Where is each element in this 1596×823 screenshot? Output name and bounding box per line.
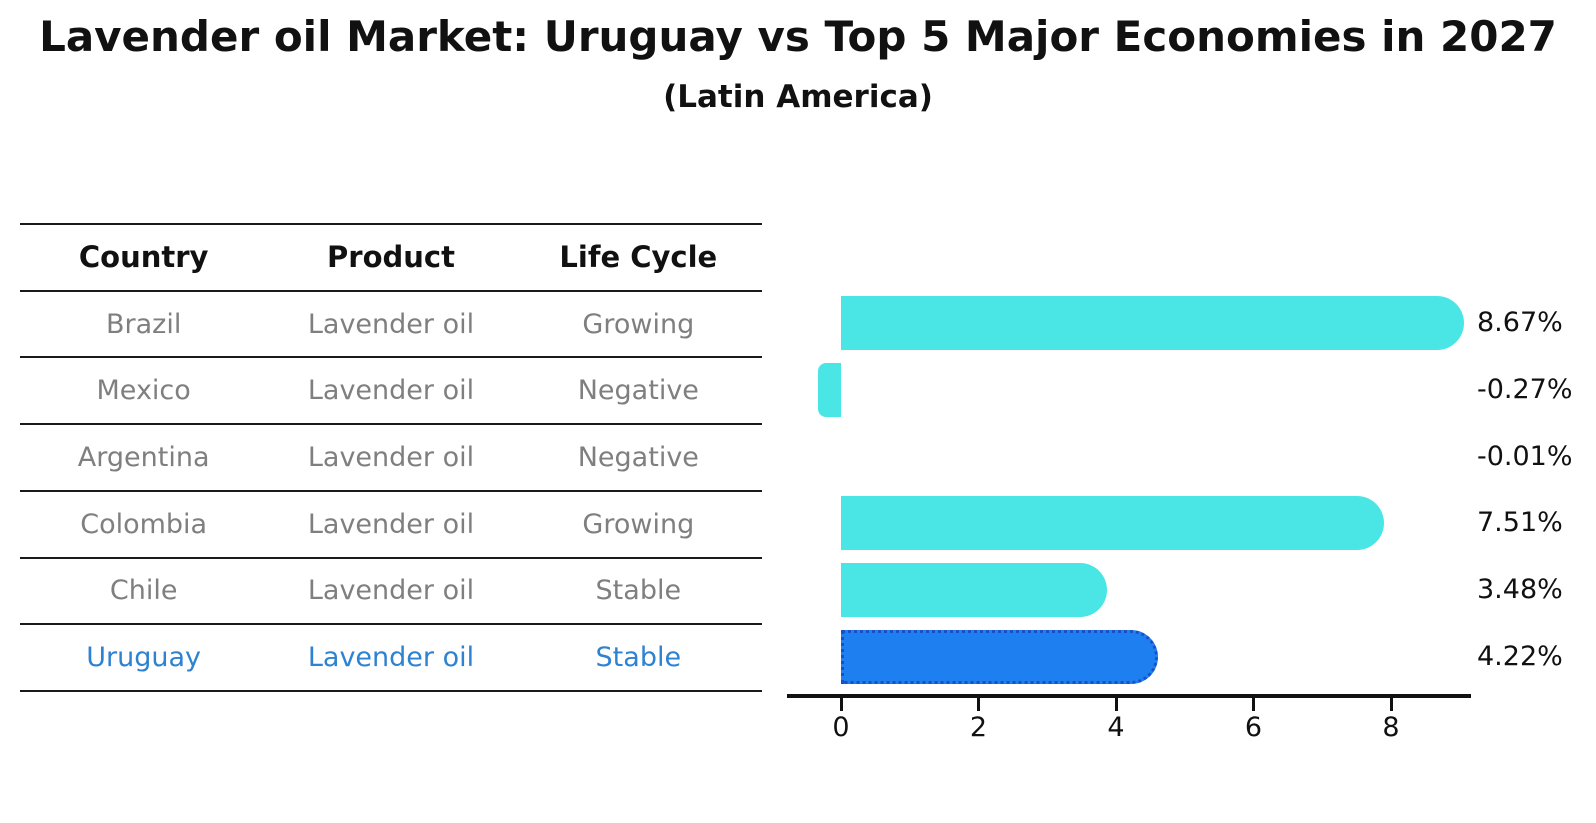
table-cell-product: Lavender oil — [307, 375, 475, 407]
x-axis-tick — [839, 698, 843, 711]
bar-mexico — [818, 362, 841, 417]
bar-value-label-chile: 3.48% — [1477, 573, 1563, 605]
chart-subtitle: (Latin America) — [663, 79, 933, 115]
table-row-colombia: Colombia Lavender oil Growing — [20, 489, 762, 557]
x-axis-tick-label: 0 — [832, 712, 850, 743]
bar-value-label-argentina: -0.01% — [1477, 440, 1573, 472]
summary-table: Country Product Life Cycle Brazil Lavend… — [20, 223, 762, 692]
table-header-lifecycle: Life Cycle — [559, 239, 718, 274]
table-cell-country: Argentina — [77, 442, 210, 474]
bar-value-label-colombia: 7.51% — [1477, 507, 1563, 539]
table-cell-lifecycle: Growing — [582, 308, 695, 340]
x-axis-tick — [1389, 698, 1393, 711]
x-axis-tick — [977, 698, 980, 711]
table-cell-product: Lavender oil — [307, 642, 475, 674]
bar-value-label-uruguay: 4.22% — [1477, 640, 1563, 672]
table-cell-country: Brazil — [105, 308, 182, 340]
table-row-chile: Chile Lavender oil Stable — [20, 556, 762, 624]
chart-title: Lavender oil Market: Uruguay vs Top 5 Ma… — [39, 12, 1557, 61]
table-cell-lifecycle: Stable — [595, 575, 682, 607]
table-row-brazil: Brazil Lavender oil Growing — [20, 289, 762, 357]
table-header-row: Country Product Life Cycle — [20, 223, 762, 290]
table-cell-lifecycle: Negative — [577, 442, 699, 474]
table-row-mexico: Mexico Lavender oil Negative — [20, 356, 762, 423]
table-cell-product: Lavender oil — [307, 508, 475, 540]
bar-value-label-brazil: 8.67% — [1477, 307, 1563, 339]
table-cell-country: Chile — [109, 575, 178, 607]
table-header-country: Country — [78, 239, 209, 274]
bar-value-label-mexico: -0.27% — [1477, 373, 1573, 405]
bar-brazil — [841, 296, 1465, 351]
table-header-product: Product — [327, 239, 455, 274]
x-axis-tick-label: 2 — [969, 712, 988, 743]
table-cell-country: Uruguay — [86, 642, 202, 674]
table-cell-lifecycle: Negative — [577, 375, 699, 407]
table-cell-product: Lavender oil — [307, 442, 475, 474]
x-axis-tick — [1252, 698, 1255, 711]
x-axis-tick-label: 8 — [1382, 712, 1400, 743]
x-axis-line — [787, 694, 1471, 698]
table-cell-lifecycle: Growing — [582, 508, 695, 540]
x-axis-tick-label: 4 — [1107, 712, 1125, 743]
table-cell-country: Mexico — [96, 375, 191, 407]
table-cell-product: Lavender oil — [307, 575, 475, 607]
x-axis-tick — [1114, 698, 1118, 711]
x-axis-tick-label: 6 — [1244, 712, 1263, 743]
table-row-argentina: Argentina Lavender oil Negative — [20, 423, 762, 490]
table-cell-product: Lavender oil — [307, 308, 475, 340]
table-row-uruguay: Uruguay Lavender oil Stable — [20, 623, 762, 690]
table-cell-lifecycle: Stable — [595, 642, 682, 674]
bar-chile — [841, 562, 1108, 617]
bar-uruguay — [841, 629, 1159, 684]
table-cell-country: Colombia — [80, 508, 208, 540]
bar-colombia — [841, 496, 1385, 551]
